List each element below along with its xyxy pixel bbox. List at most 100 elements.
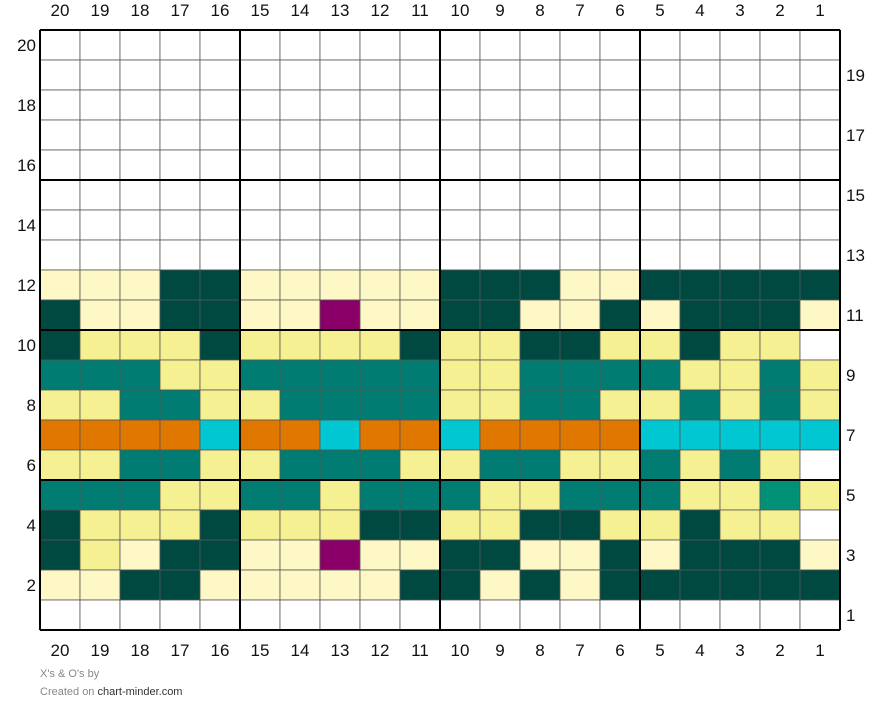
grid-cell [39, 359, 81, 391]
grid-cell [119, 479, 161, 511]
grid-cell [279, 359, 321, 391]
grid-cell [399, 29, 441, 61]
grid-cell [319, 269, 361, 301]
grid-cell [239, 149, 281, 181]
grid-cell [519, 299, 561, 331]
grid-cell [679, 239, 721, 271]
grid-cell [359, 119, 401, 151]
grid-cell [519, 119, 561, 151]
grid-cell [719, 239, 761, 271]
grid-cell [159, 479, 201, 511]
row-label-right: 17 [846, 126, 865, 145]
grid-cell [639, 119, 681, 151]
grid-cell [799, 119, 841, 151]
grid-cell [679, 419, 721, 451]
grid-cell [559, 479, 601, 511]
grid-cell [199, 479, 241, 511]
grid-cell [199, 569, 241, 601]
column-label-top: 2 [775, 1, 784, 20]
grid-cell [199, 149, 241, 181]
grid-cell [79, 29, 121, 61]
column-label-top: 15 [251, 1, 270, 20]
column-label-top: 1 [815, 1, 824, 20]
grid-cell [199, 449, 241, 481]
grid-cell [759, 539, 801, 571]
grid-cell [239, 359, 281, 391]
grid-cell [39, 149, 81, 181]
column-label-bottom: 3 [735, 641, 744, 660]
column-label-top: 12 [371, 1, 390, 20]
grid-cell [519, 209, 561, 241]
grid-cell [479, 149, 521, 181]
grid-cell [759, 449, 801, 481]
grid-cell [319, 479, 361, 511]
grid-cell [479, 419, 521, 451]
grid-cell [199, 359, 241, 391]
grid-cell [279, 509, 321, 541]
column-label-top: 7 [575, 1, 584, 20]
grid-cell [439, 539, 481, 571]
grid-cell [639, 179, 681, 211]
grid-cell [759, 119, 801, 151]
grid-cell [239, 509, 281, 541]
grid-cell [759, 389, 801, 421]
column-label-top: 13 [331, 1, 350, 20]
grid-cell [159, 599, 201, 631]
grid-cell [639, 509, 681, 541]
grid-cell [719, 539, 761, 571]
column-label-bottom: 4 [695, 641, 704, 660]
grid-cell [159, 449, 201, 481]
site-link[interactable]: chart-minder.com [97, 686, 183, 698]
grid-cell [639, 89, 681, 121]
grid-cell [319, 539, 361, 571]
grid-cell [759, 59, 801, 91]
grid-cell [199, 179, 241, 211]
grid-cell [79, 509, 121, 541]
grid-cell [719, 389, 761, 421]
grid-cell [439, 119, 481, 151]
grid-cell [479, 209, 521, 241]
grid-cell [239, 329, 281, 361]
grid-cell [679, 299, 721, 331]
grid-cell [639, 539, 681, 571]
grid-cell [239, 419, 281, 451]
created-on-line: Created on chart-minder.com [40, 686, 182, 698]
grid-cell [79, 59, 121, 91]
column-label-bottom: 20 [51, 641, 70, 660]
grid-cell [319, 299, 361, 331]
grid-cell [679, 89, 721, 121]
grid-cell [799, 419, 841, 451]
column-label-top: 3 [735, 1, 744, 20]
grid-cell [639, 599, 681, 631]
grid-cell [119, 119, 161, 151]
grid-cell [799, 449, 841, 481]
grid-cell [759, 269, 801, 301]
grid-cell [439, 509, 481, 541]
grid-cell [279, 329, 321, 361]
grid-cell [119, 179, 161, 211]
grid-cell [599, 539, 641, 571]
grid-cell [359, 449, 401, 481]
row-label-left: 4 [27, 516, 36, 535]
grid-cell [679, 59, 721, 91]
grid-cell [479, 599, 521, 631]
grid-cell [39, 299, 81, 331]
knitting-chart: 2020191918181717161615151414131312121111… [17, 1, 865, 660]
grid-cell [519, 449, 561, 481]
grid-cell [799, 209, 841, 241]
grid-cell [279, 29, 321, 61]
grid-cell [159, 89, 201, 121]
grid-cell [559, 29, 601, 61]
grid-cell [79, 89, 121, 121]
grid-cell [199, 119, 241, 151]
grid-cell [119, 59, 161, 91]
grid-cell [519, 329, 561, 361]
row-label-right: 7 [846, 426, 855, 445]
grid-cell [719, 569, 761, 601]
grid-cell [519, 479, 561, 511]
grid-cell [479, 299, 521, 331]
grid-cell [359, 359, 401, 391]
grid-cell [399, 569, 441, 601]
grid-cell [559, 239, 601, 271]
grid-cell [239, 299, 281, 331]
